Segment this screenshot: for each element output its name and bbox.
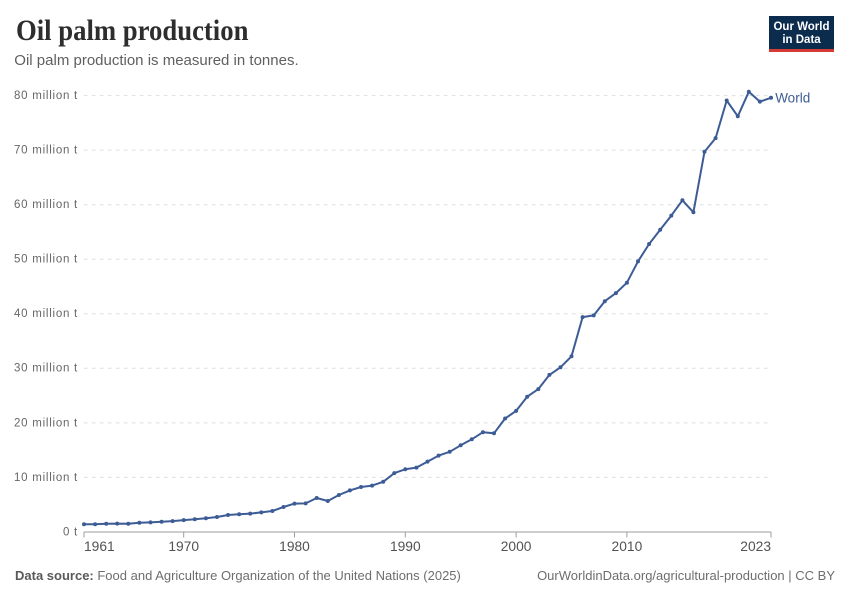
svg-text:50 million t: 50 million t: [14, 254, 78, 266]
svg-text:40 million t: 40 million t: [14, 308, 78, 320]
svg-text:10 million t: 10 million t: [14, 472, 78, 484]
svg-text:1970: 1970: [168, 539, 199, 554]
svg-text:30 million t: 30 million t: [14, 363, 78, 375]
svg-text:2023: 2023: [740, 539, 771, 554]
svg-text:20 million t: 20 million t: [14, 417, 78, 429]
svg-text:60 million t: 60 million t: [14, 199, 78, 211]
svg-text:1990: 1990: [390, 539, 421, 554]
svg-text:1961: 1961: [84, 539, 115, 554]
svg-text:0 t: 0 t: [63, 526, 78, 538]
svg-text:70 million t: 70 million t: [14, 145, 78, 157]
svg-text:2000: 2000: [501, 539, 532, 554]
svg-text:80 million t: 80 million t: [14, 90, 78, 102]
svg-text:World: World: [775, 90, 810, 105]
svg-text:2010: 2010: [612, 539, 643, 554]
svg-text:1980: 1980: [279, 539, 310, 554]
